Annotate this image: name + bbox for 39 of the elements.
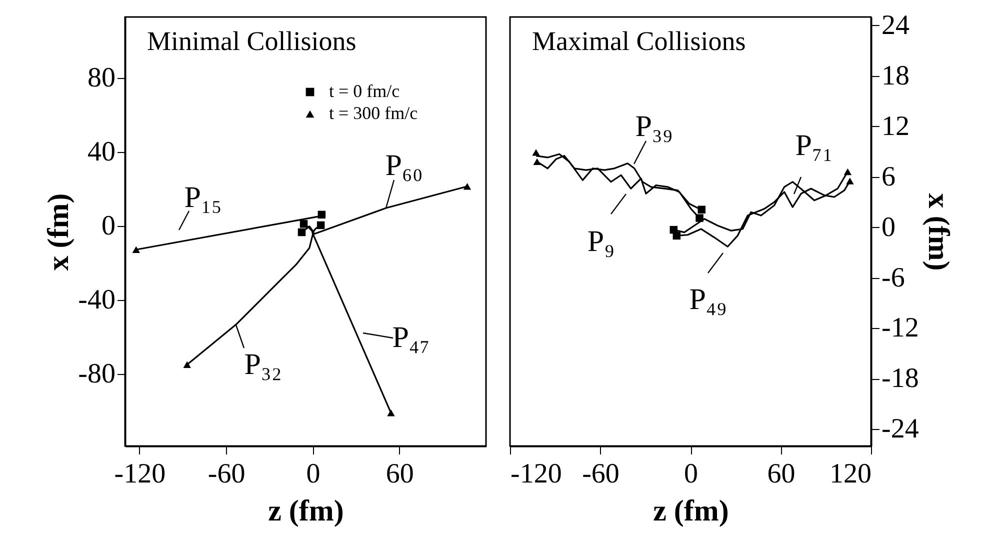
- x-axis-title: z (fm): [268, 494, 344, 528]
- annotation: P₉: [587, 225, 615, 258]
- x-axis-title: z (fm): [653, 494, 729, 528]
- x-tick-label: 120: [830, 458, 872, 490]
- x-tick-label: 60: [386, 458, 414, 490]
- x-tick-label: -120: [114, 458, 166, 490]
- chart-title: Minimal Collisions: [147, 26, 356, 56]
- y2-tick-label: 12: [882, 110, 910, 142]
- y2-tick-label: 18: [882, 60, 910, 92]
- y2-tick-label: 0: [882, 212, 896, 243]
- x-tick-label: 0: [306, 458, 320, 490]
- x-tick-label: -120: [510, 458, 562, 490]
- y2-axis-title: x (fm): [922, 193, 955, 271]
- legend-label: t = 300 fm/c: [329, 103, 418, 123]
- y-tick-label: 80: [88, 62, 116, 94]
- annotation: P₇₁: [795, 129, 833, 162]
- y2-tick-label: -18: [882, 363, 919, 394]
- y2-tick-label: -6: [882, 262, 905, 294]
- y-axis-title: x (fm): [42, 193, 76, 271]
- chart-title: Maximal Collisions: [532, 26, 746, 56]
- y-tick-label: 0: [102, 210, 116, 242]
- y2-tick-label: -24: [882, 414, 919, 445]
- annotation: P₁₅: [184, 181, 222, 214]
- legend-label: t = 0 fm/c: [329, 81, 400, 101]
- x-tick-label: -60: [582, 458, 620, 490]
- x-tick-label: 60: [767, 458, 796, 490]
- x-tick-label: 0: [684, 458, 698, 490]
- annotation: P₃₂: [244, 348, 282, 381]
- y-tick-label: -80: [78, 358, 116, 390]
- y-tick-label: 40: [88, 136, 116, 168]
- annotation: P₄₉: [689, 283, 727, 316]
- y2-tick-label: 6: [882, 161, 896, 192]
- annotation: P₄₇: [392, 321, 430, 354]
- y2-tick-label: 24: [882, 10, 910, 41]
- y2-tick-label: -12: [882, 312, 919, 344]
- annotation: P₃₉: [635, 110, 673, 143]
- x-tick-label: -60: [208, 458, 246, 490]
- y-tick-label: -40: [78, 284, 116, 316]
- annotation: P₆₀: [385, 149, 423, 182]
